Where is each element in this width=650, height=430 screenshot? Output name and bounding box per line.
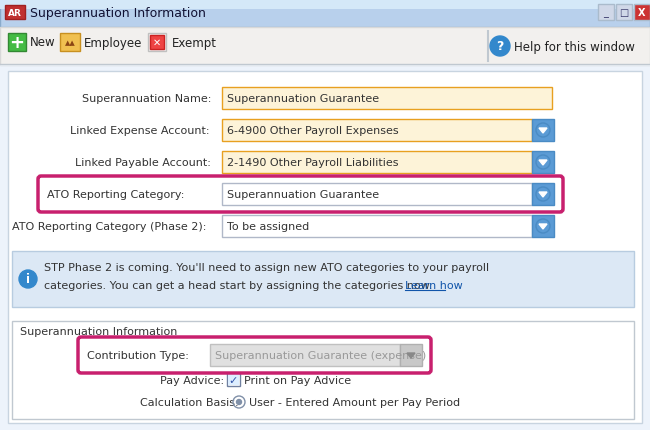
Bar	[5, 6, 25, 20]
Text: X: X	[638, 8, 645, 18]
Text: User - Entered Amount per Pay Period: User - Entered Amount per Pay Period	[249, 397, 460, 407]
Text: _: _	[604, 8, 608, 18]
Bar	[228, 374, 239, 385]
Text: Pay Advice:: Pay Advice:	[160, 375, 224, 385]
Bar	[0, 28, 650, 66]
Text: Superannuation Guarantee: Superannuation Guarantee	[227, 190, 379, 200]
Bar	[210, 344, 400, 366]
Text: Linked Expense Account:: Linked Expense Account:	[70, 126, 209, 136]
Text: Employee: Employee	[84, 37, 142, 49]
Text: i: i	[26, 273, 30, 286]
Text: Learn how: Learn how	[405, 280, 463, 290]
Text: AR: AR	[8, 9, 22, 18]
Circle shape	[490, 37, 510, 57]
Bar	[60, 34, 80, 52]
Polygon shape	[539, 224, 547, 230]
Text: To be assigned: To be assigned	[227, 221, 309, 231]
Circle shape	[19, 270, 37, 289]
Text: Superannuation Information: Superannuation Information	[30, 7, 206, 21]
Text: ✓: ✓	[228, 375, 238, 385]
Polygon shape	[539, 161, 547, 166]
Polygon shape	[407, 353, 415, 358]
Bar	[532, 152, 554, 174]
Text: Exempt: Exempt	[172, 37, 217, 49]
Text: Help for this window: Help for this window	[514, 40, 635, 53]
Text: Contribution Type:: Contribution Type:	[87, 350, 189, 360]
Text: ?: ?	[497, 40, 504, 53]
Circle shape	[237, 399, 242, 405]
Bar	[222, 152, 532, 174]
Text: New: New	[30, 37, 56, 49]
Bar	[222, 88, 552, 110]
Bar	[222, 120, 532, 141]
Bar	[400, 344, 422, 366]
Text: □: □	[619, 8, 629, 18]
Bar	[12, 252, 634, 307]
Text: Calculation Basis:: Calculation Basis:	[140, 397, 239, 407]
Bar	[8, 34, 26, 52]
Bar	[0, 0, 650, 28]
Text: +: +	[10, 34, 25, 52]
Text: STP Phase 2 is coming. You'll need to assign new ATO categories to your payroll: STP Phase 2 is coming. You'll need to as…	[44, 262, 489, 272]
Bar	[12, 321, 634, 419]
Text: 2-1490 Other Payroll Liabilities: 2-1490 Other Payroll Liabilities	[227, 158, 398, 168]
Bar	[8, 72, 642, 423]
Text: Superannuation Information: Superannuation Information	[20, 326, 177, 336]
Bar	[148, 34, 166, 52]
Text: categories. You can get a head start by assigning the categories now.: categories. You can get a head start by …	[44, 280, 432, 290]
Bar	[634, 5, 650, 21]
Text: ATO Reporting Category:: ATO Reporting Category:	[47, 190, 185, 200]
Bar	[598, 5, 614, 21]
Bar	[222, 215, 532, 237]
Bar	[222, 184, 532, 206]
Text: Print on Pay Advice: Print on Pay Advice	[244, 375, 351, 385]
Text: Superannuation Guarantee: Superannuation Guarantee	[227, 94, 379, 104]
Bar	[532, 120, 554, 141]
Text: ▲▲: ▲▲	[64, 40, 75, 46]
Text: ATO Reporting Category (Phase 2):: ATO Reporting Category (Phase 2):	[12, 221, 207, 231]
Bar	[0, 0, 650, 10]
Text: 6-4900 Other Payroll Expenses: 6-4900 Other Payroll Expenses	[227, 126, 398, 136]
Text: ✕: ✕	[153, 38, 161, 48]
Polygon shape	[539, 129, 547, 134]
Text: Superannuation Guarantee (expense): Superannuation Guarantee (expense)	[215, 350, 426, 360]
Bar	[227, 373, 240, 386]
Bar	[532, 184, 554, 206]
Text: Superannuation Name:: Superannuation Name:	[82, 94, 211, 104]
Text: Linked Payable Account:: Linked Payable Account:	[75, 158, 211, 168]
Bar	[150, 36, 164, 50]
Circle shape	[233, 396, 245, 408]
Polygon shape	[539, 193, 547, 197]
Bar	[0, 66, 650, 430]
Bar	[532, 215, 554, 237]
Bar	[616, 5, 632, 21]
